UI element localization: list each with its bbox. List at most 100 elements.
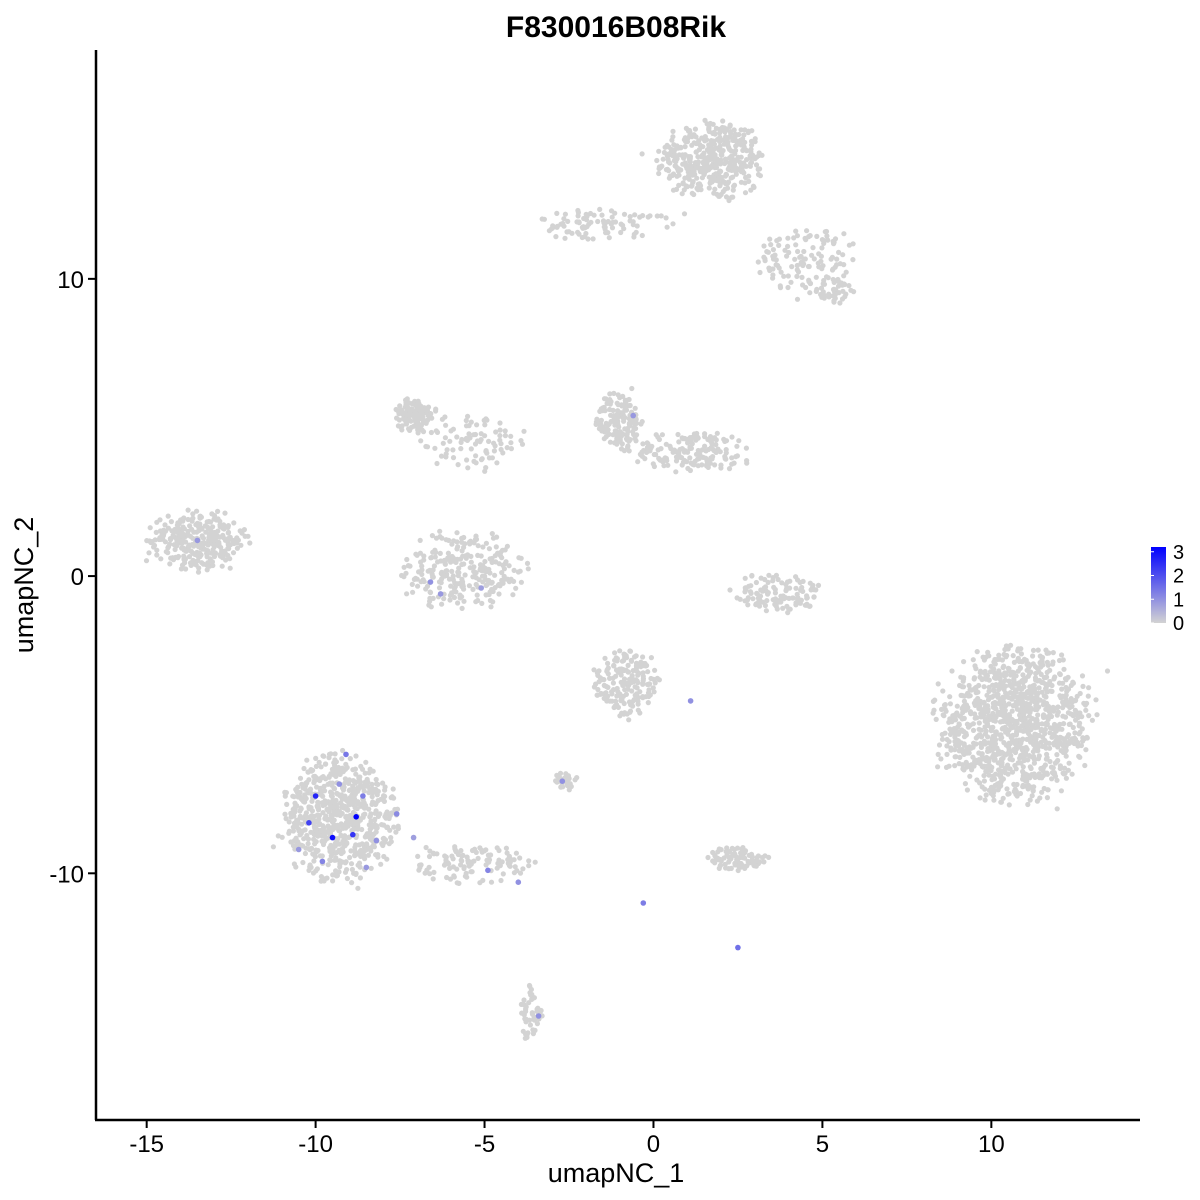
cell-point: [500, 450, 506, 456]
cell-point: [757, 269, 763, 276]
cell-point: [676, 172, 682, 178]
cell-point: [625, 403, 632, 409]
cell-point: [238, 542, 244, 548]
cluster-c_upper_mid_arm: [626, 430, 750, 475]
cell-point: [1043, 647, 1049, 653]
cell-point: [459, 594, 465, 600]
cell-point: [461, 586, 467, 592]
cell-point: [353, 771, 359, 777]
cell-point: [981, 778, 988, 784]
cell-point: [1059, 652, 1065, 658]
cell-point: [999, 735, 1005, 741]
cell-point: [723, 141, 729, 147]
cell-point: [1034, 666, 1041, 672]
cell-point: [977, 703, 983, 709]
cell-point: [699, 447, 705, 453]
cell-point: [656, 455, 662, 461]
cell-point: [404, 556, 410, 563]
cell-point: [188, 548, 194, 554]
cell-point: [241, 527, 247, 533]
cell-point: [632, 684, 638, 690]
cell-point: [774, 238, 780, 244]
cell-point: [433, 535, 440, 541]
cell-point: [311, 813, 317, 820]
expressing-cell-point: [336, 781, 343, 787]
cell-point: [635, 701, 641, 707]
cell-point: [775, 576, 781, 583]
cell-point: [811, 594, 817, 600]
cell-point: [1003, 672, 1009, 678]
cell-point: [632, 212, 638, 218]
cell-point: [193, 522, 199, 528]
cell-point: [359, 826, 365, 833]
x-axis-label: umapNC_1: [548, 1158, 685, 1188]
cell-point: [375, 854, 381, 860]
cell-point: [482, 573, 488, 579]
cell-point: [174, 543, 180, 549]
expressing-cell-point: [485, 867, 491, 874]
cell-point: [742, 190, 749, 196]
cell-point: [654, 213, 660, 219]
cell-point: [626, 717, 632, 723]
cell-point: [964, 787, 971, 793]
cell-point: [190, 511, 196, 517]
cell-point: [337, 769, 343, 776]
cell-point: [987, 763, 993, 769]
cell-point: [841, 273, 847, 279]
cell-point: [419, 563, 425, 569]
cell-point: [492, 553, 498, 559]
cell-point: [489, 531, 495, 537]
cell-point: [180, 524, 186, 530]
cell-point: [304, 757, 310, 763]
cell-point: [301, 765, 307, 772]
cell-point: [976, 757, 982, 763]
cell-point: [985, 649, 991, 656]
cell-point: [356, 860, 363, 866]
cell-point: [752, 139, 758, 145]
expressing-cell-point: [478, 585, 485, 591]
cell-point: [714, 136, 721, 143]
cell-point: [429, 533, 435, 539]
cell-point: [727, 122, 733, 128]
cell-point: [711, 190, 717, 196]
cell-point: [349, 880, 355, 886]
cell-point: [975, 689, 981, 695]
cell-point: [1050, 704, 1056, 710]
cell-point: [486, 438, 492, 444]
cell-point: [1016, 700, 1023, 706]
cell-point: [1021, 692, 1027, 698]
cell-point: [986, 684, 992, 690]
cell-point: [553, 234, 559, 240]
cell-point: [478, 457, 485, 463]
cell-point: [1011, 748, 1017, 754]
cell-point: [770, 275, 776, 281]
cell-point: [143, 558, 150, 564]
cell-point: [831, 286, 837, 292]
cell-point: [435, 559, 441, 565]
y-tick-label: -10: [49, 861, 84, 888]
cell-point: [611, 662, 617, 668]
cell-point: [1064, 734, 1071, 740]
cell-point: [181, 515, 187, 521]
cell-point: [658, 213, 664, 219]
cell-point: [755, 595, 762, 601]
cell-point: [986, 772, 992, 778]
cell-point: [1015, 657, 1021, 664]
cell-point: [750, 152, 756, 158]
cell-point: [1104, 668, 1111, 674]
cell-point: [1013, 732, 1019, 738]
cell-point: [234, 535, 240, 541]
cell-point: [174, 529, 180, 535]
cell-point: [1020, 782, 1026, 789]
cell-point: [432, 547, 438, 553]
cell-point: [640, 694, 646, 700]
cell-point: [625, 662, 631, 669]
cell-point: [806, 234, 812, 240]
cell-point: [984, 673, 991, 679]
cell-point: [800, 282, 806, 288]
cell-point: [454, 546, 460, 552]
cell-point: [983, 728, 989, 734]
cell-point: [421, 557, 427, 563]
cell-point: [1011, 781, 1017, 788]
cell-point: [225, 530, 231, 536]
